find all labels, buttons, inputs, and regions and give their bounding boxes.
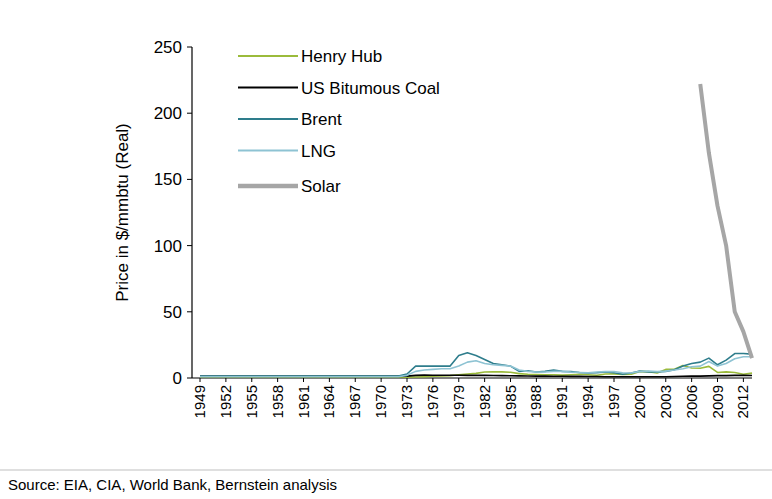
legend-label: Henry Hub [301, 47, 382, 66]
y-tick-label: 250 [154, 38, 182, 57]
legend-label: LNG [301, 142, 336, 161]
x-tick-label: 1979 [450, 385, 467, 418]
x-tick-label: 2000 [631, 385, 648, 418]
y-tick [187, 179, 192, 180]
y-axis [191, 47, 192, 378]
y-tick-label: 0 [173, 369, 182, 388]
legend-swatch [238, 86, 298, 88]
legend-label: US Bitumous Coal [301, 79, 440, 98]
y-tick [187, 378, 192, 379]
chart: 0 50 100 150 200 250 1949 1952 1955 1958 1961 1964 1… [0, 0, 772, 499]
x-tick-label: 1991 [553, 385, 570, 418]
plot-area [200, 84, 752, 377]
y-tick [187, 245, 192, 246]
legend-swatch [238, 55, 298, 57]
y-tick [187, 113, 192, 114]
y-tick-label: 150 [154, 170, 182, 189]
y-tick [187, 47, 192, 48]
series-line [200, 353, 752, 376]
separator [0, 470, 772, 471]
x-tick-label: 1949 [191, 385, 208, 418]
series-line [200, 357, 752, 377]
x-tick-label: 2009 [709, 385, 726, 418]
y-tick-label: 200 [154, 104, 182, 123]
x-tick-label: 2012 [734, 385, 751, 418]
x-tick-label: 1961 [295, 385, 312, 418]
x-tick-label: 1955 [243, 385, 260, 418]
x-tick-label: 1964 [320, 385, 337, 418]
y-tick [187, 311, 192, 312]
x-tick-label: 2003 [657, 385, 674, 418]
x-tick-label: 1967 [346, 385, 363, 418]
x-tick-label: 2006 [683, 385, 700, 418]
x-tick-label: 1994 [579, 385, 596, 418]
y-axis-label: Price in $/mmbtu (Real) [113, 123, 132, 302]
y-tick-label: 100 [154, 237, 182, 256]
x-tick-label: 1976 [424, 385, 441, 418]
x-tick-label: 1997 [605, 385, 622, 418]
y-tick-label: 50 [163, 303, 182, 322]
legend-swatch [238, 184, 298, 189]
source-note: Source: EIA, CIA, World Bank, Bernstein … [8, 476, 337, 493]
x-tick-label: 1958 [269, 385, 286, 418]
legend-swatch [238, 118, 298, 120]
series-line [700, 84, 752, 358]
x-tick-label: 1970 [372, 385, 389, 418]
legend-label: Brent [301, 110, 342, 129]
x-tick-label: 1952 [217, 385, 234, 418]
legend-label: Solar [301, 177, 341, 196]
x-tick-label: 1982 [476, 385, 493, 418]
x-tick-label: 1985 [502, 385, 519, 418]
legend-swatch [238, 149, 298, 151]
x-tick-label: 1973 [398, 385, 415, 418]
x-tick-label: 1988 [527, 385, 544, 418]
